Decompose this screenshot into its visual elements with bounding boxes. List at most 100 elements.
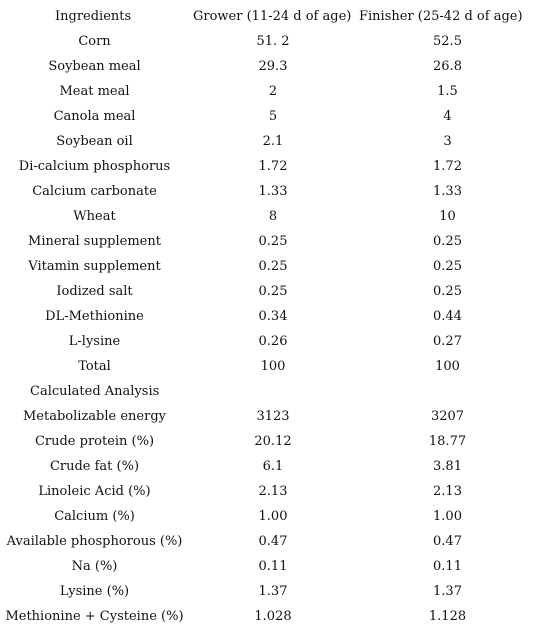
- grower-value: 2: [268, 84, 278, 99]
- grower-value: 0.26: [258, 334, 288, 349]
- table-row: Linoleic Acid (%) 2.13 2.13: [0, 479, 538, 504]
- finisher-value: 1.72: [433, 159, 462, 174]
- finisher-value: 100: [435, 359, 460, 374]
- row-label: Calcium carbonate: [32, 184, 157, 199]
- row-label: Calcium (%): [54, 509, 135, 524]
- analysis-label-row: Calculated Analysis: [0, 379, 538, 404]
- row-label: Di-calcium phosphorus: [18, 159, 171, 174]
- table-row: Lysine (%) 1.37 1.37: [0, 579, 538, 604]
- grower-value: 1.37: [258, 584, 288, 599]
- finisher-value: 52.5: [433, 34, 462, 49]
- table-row: Vitamin supplement 0.25 0.25: [0, 254, 538, 279]
- analysis-section: Calculated Analysis: [0, 379, 538, 404]
- grower-value: 2.13: [258, 484, 288, 499]
- grower-value: 3123: [256, 409, 290, 424]
- diet-composition-table: Ingredients Grower (11-24 d of age) Fini…: [0, 4, 538, 629]
- table-row: Di-calcium phosphorus 1.72 1.72: [0, 154, 538, 179]
- grower-value: 0.47: [258, 534, 288, 549]
- finisher-value: 0.44: [433, 309, 462, 324]
- empty-cell: [357, 379, 538, 404]
- finisher-value: 26.8: [433, 59, 462, 74]
- row-label: Methionine + Cysteine (%): [5, 609, 184, 624]
- analysis-rows: Metabolizable energy 3123 3207 Crude protei…: [0, 404, 538, 629]
- table-row: Metabolizable energy 3123 3207: [0, 404, 538, 429]
- row-label: Corn: [78, 34, 111, 49]
- document-page: Ingredients Grower (11-24 d of age) Fini…: [0, 4, 538, 637]
- grower-value: 20.12: [254, 434, 292, 449]
- row-label: Meat meal: [59, 84, 130, 99]
- finisher-value: 0.11: [433, 559, 462, 574]
- row-label: Iodized salt: [56, 284, 133, 299]
- row-label: Canola meal: [53, 109, 136, 124]
- row-label: Wheat: [73, 209, 116, 224]
- table-row: Canola meal 5 4: [0, 104, 538, 129]
- grower-value: 1.028: [254, 609, 292, 624]
- grower-value: 2.1: [262, 134, 284, 149]
- grower-value: 100: [260, 359, 286, 374]
- header-row: Ingredients Grower (11-24 d of age) Fini…: [0, 4, 538, 29]
- table-row: Na (%) 0.11 0.11: [0, 554, 538, 579]
- grower-value: 1.00: [258, 509, 288, 524]
- finisher-value: 0.25: [433, 284, 462, 299]
- row-label: L-lysine: [68, 334, 121, 349]
- finisher-value: 1.37: [433, 584, 462, 599]
- finisher-value: 1.33: [433, 184, 462, 199]
- row-label: Na (%): [71, 559, 118, 574]
- table-row: Wheat 8 10: [0, 204, 538, 229]
- grower-value: 5: [268, 109, 278, 124]
- table-header: Ingredients Grower (11-24 d of age) Fini…: [0, 4, 538, 29]
- finisher-value: 0.47: [433, 534, 462, 549]
- row-label: Lysine (%): [59, 584, 130, 599]
- row-label: Available phosphorous (%): [6, 534, 183, 549]
- finisher-value: 1.128: [428, 609, 467, 624]
- empty-cell: [189, 379, 357, 404]
- table-row: Soybean meal 29.3 26.8: [0, 54, 538, 79]
- grower-value: 29.3: [258, 59, 288, 74]
- row-label: Crude fat (%): [49, 459, 140, 474]
- grower-value: 8: [268, 209, 278, 224]
- row-label: Soybean oil: [56, 134, 133, 149]
- grower-value: 1.33: [258, 184, 288, 199]
- table-row: Available phosphorous (%) 0.47 0.47: [0, 529, 538, 554]
- finisher-value: 0.25: [433, 259, 462, 274]
- grower-value: 0.25: [258, 284, 288, 299]
- grower-value: 51. 2: [256, 34, 290, 49]
- table-row: Crude fat (%) 6.1 3.81: [0, 454, 538, 479]
- row-label: Vitamin supplement: [28, 259, 161, 274]
- table-row: Total 100 100: [0, 354, 538, 379]
- table-row: Iodized salt 0.25 0.25: [0, 279, 538, 304]
- table-row: L-lysine 0.26 0.27: [0, 329, 538, 354]
- table-row: Methionine + Cysteine (%) 1.028 1.128: [0, 604, 538, 629]
- grower-value: 0.11: [258, 559, 288, 574]
- row-label: Crude protein (%): [34, 434, 155, 449]
- finisher-value: 10: [439, 209, 456, 224]
- finisher-value: 18.77: [428, 434, 467, 449]
- grower-value: 0.34: [258, 309, 288, 324]
- row-label: Mineral supplement: [28, 234, 161, 249]
- finisher-value: 0.27: [433, 334, 462, 349]
- table-row: Meat meal 2 1.5: [0, 79, 538, 104]
- row-label: DL-Methionine: [45, 309, 144, 324]
- header-finisher: Finisher (25-42 d of age): [359, 9, 523, 24]
- finisher-value: 2.13: [433, 484, 462, 499]
- grower-value: 6.1: [262, 459, 284, 474]
- header-grower: Grower (11-24 d of age): [193, 9, 352, 24]
- header-ingredients: Ingredients: [55, 9, 132, 24]
- grower-value: 0.25: [258, 234, 288, 249]
- grower-value: 1.72: [258, 159, 288, 174]
- finisher-value: 1.00: [433, 509, 462, 524]
- table-row: Mineral supplement 0.25 0.25: [0, 229, 538, 254]
- grower-value: 0.25: [258, 259, 288, 274]
- row-label: Total: [78, 359, 111, 374]
- table-row: Calcium (%) 1.00 1.00: [0, 504, 538, 529]
- table-row: Crude protein (%) 20.12 18.77: [0, 429, 538, 454]
- row-label: Linoleic Acid (%): [38, 484, 151, 499]
- ingredient-rows: Corn 51. 2 52.5 Soybean meal 29.3 26.8 Meat me…: [0, 29, 538, 379]
- finisher-value: 3.81: [433, 459, 462, 474]
- table-row: Soybean oil 2.1 3: [0, 129, 538, 154]
- finisher-value: 0.25: [433, 234, 462, 249]
- table-row: DL-Methionine 0.34 0.44: [0, 304, 538, 329]
- row-label: Metabolizable energy: [23, 409, 166, 424]
- table-row: Corn 51. 2 52.5: [0, 29, 538, 54]
- finisher-value: 4: [443, 109, 452, 124]
